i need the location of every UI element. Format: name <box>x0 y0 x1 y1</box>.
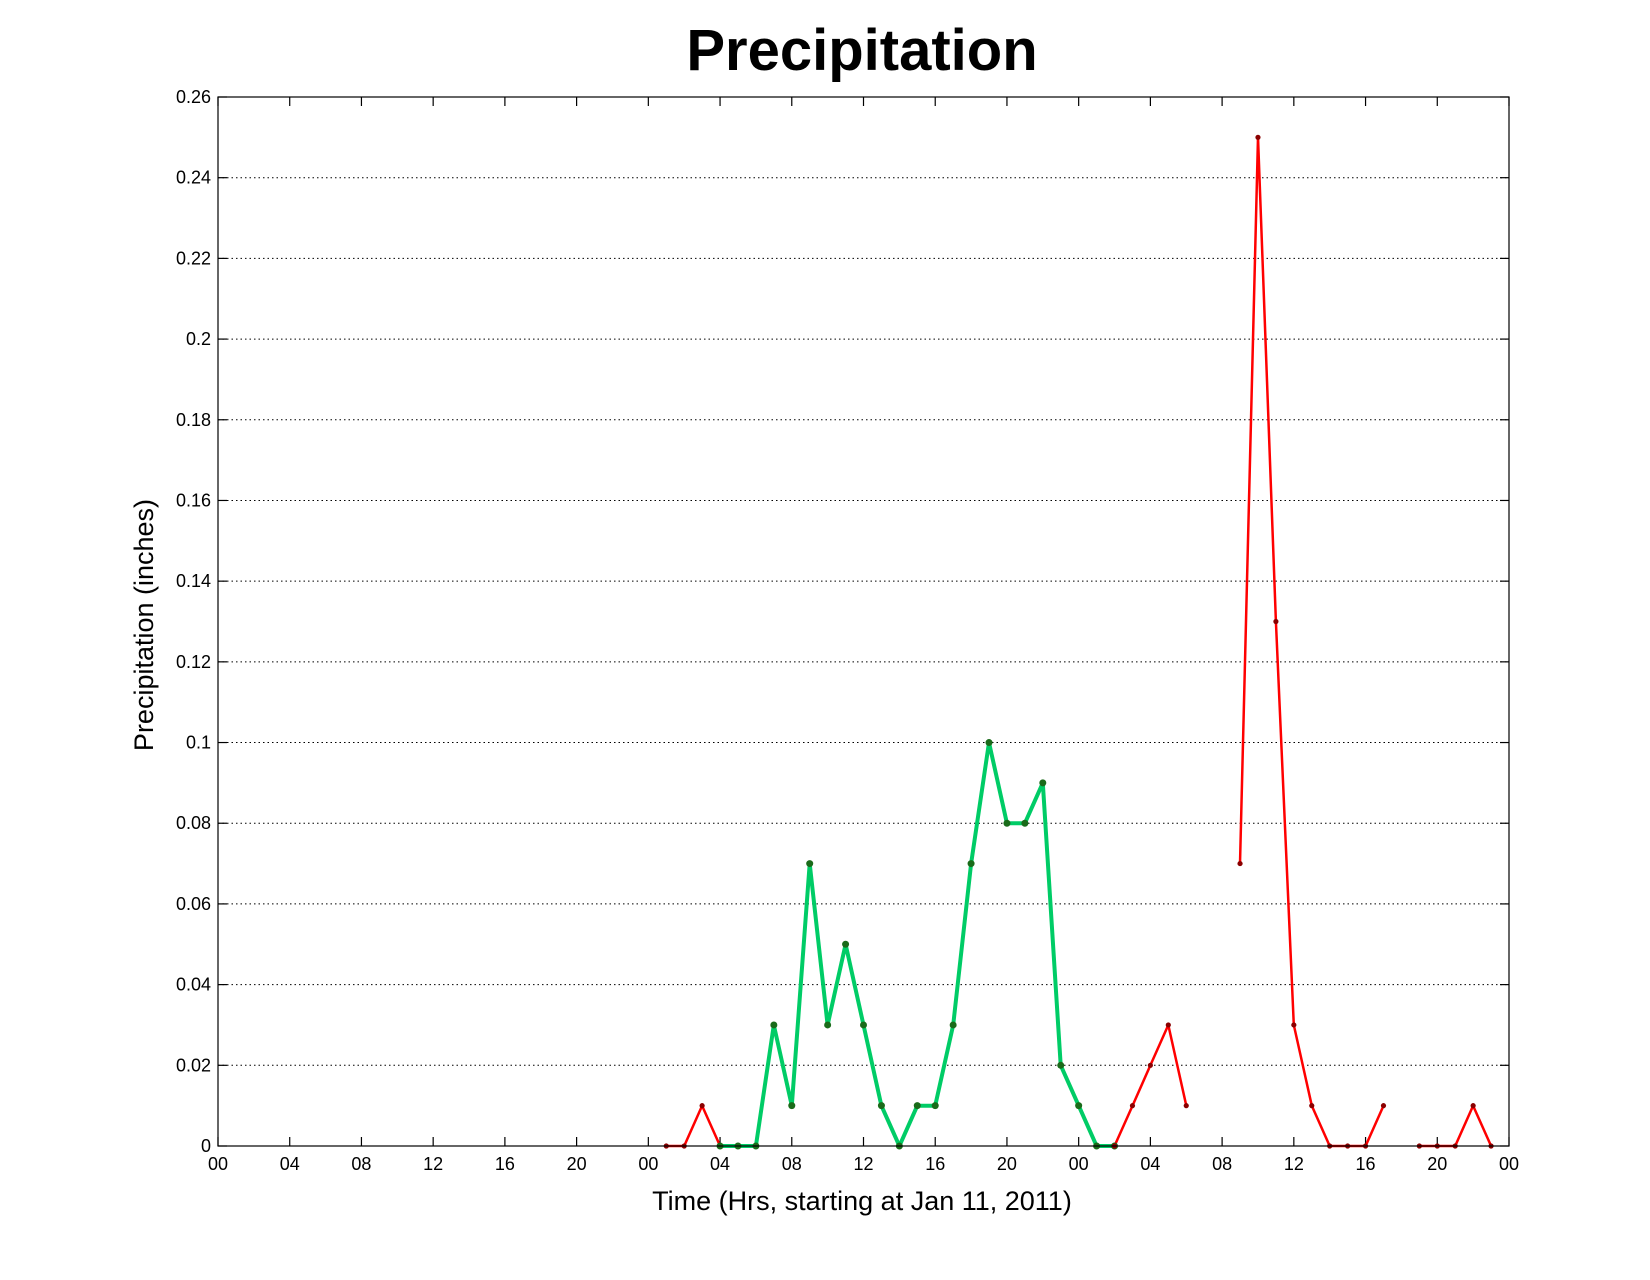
series-line-3 <box>1113 1023 1188 1147</box>
y-tick-label: 0.16 <box>176 490 211 510</box>
data-point <box>842 940 850 948</box>
y-tick-label: 0.22 <box>176 248 211 268</box>
y-tick-label: 0.24 <box>176 168 211 188</box>
x-tick-label: 04 <box>710 1154 730 1174</box>
y-tick-label: 0 <box>201 1136 211 1156</box>
data-point <box>1021 819 1029 827</box>
data-point <box>1057 1061 1065 1069</box>
x-tick-label: 00 <box>1499 1154 1519 1174</box>
data-point <box>770 1021 778 1029</box>
y-tick-label: 0.12 <box>176 652 211 672</box>
data-point <box>1309 1103 1315 1109</box>
data-point <box>788 1102 796 1110</box>
series-lines <box>666 136 1493 1148</box>
y-tick-label: 0.08 <box>176 813 211 833</box>
chart-title: Precipitation <box>686 18 1037 83</box>
x-tick-label: 00 <box>208 1154 228 1174</box>
x-tick-label: 08 <box>351 1154 371 1174</box>
data-point <box>985 739 993 747</box>
data-point <box>1129 1103 1136 1109</box>
x-tick-label: 16 <box>495 1154 515 1174</box>
data-point <box>949 1021 957 1029</box>
x-tick-label: 20 <box>1427 1154 1447 1174</box>
y-tick-label: 0.06 <box>176 894 211 914</box>
x-tick-label: 12 <box>423 1154 443 1174</box>
x-tick-label: 08 <box>1212 1154 1232 1174</box>
data-point <box>913 1102 921 1110</box>
grid-lines <box>218 177 1509 1066</box>
x-tick-label: 16 <box>925 1154 945 1174</box>
data-point <box>1273 618 1279 625</box>
x-tick-label: 04 <box>280 1154 300 1174</box>
series-line-1 <box>666 1104 722 1148</box>
x-tick-label: 20 <box>997 1154 1017 1174</box>
x-tick-label: 16 <box>1356 1154 1376 1174</box>
data-point <box>1470 1103 1476 1109</box>
data-point <box>1291 1022 1297 1028</box>
x-tick-label: 20 <box>567 1154 587 1174</box>
data-point <box>1237 860 1243 867</box>
x-tick-label: 00 <box>638 1154 658 1174</box>
data-points <box>663 134 1494 1150</box>
y-tick-label: 0.26 <box>176 87 211 107</box>
axis-ticks: 0 0.02 0.04 0.06 0.08 0.1 0.12 0.14 0.16 0.18 0.2 0… <box>176 87 1519 1174</box>
x-axis-label: Time (Hrs, starting at Jan 11, 2011) <box>652 1186 1072 1216</box>
x-tick-label: 12 <box>1284 1154 1304 1174</box>
data-point <box>1165 1022 1171 1028</box>
data-point <box>1380 1103 1387 1109</box>
data-point <box>1183 1103 1189 1109</box>
y-tick-label: 0.18 <box>176 410 211 430</box>
data-point <box>824 1021 832 1029</box>
x-tick-label: 08 <box>782 1154 802 1174</box>
y-tick-label: 0.1 <box>186 733 211 753</box>
data-point <box>860 1021 867 1029</box>
plot-frame <box>217 96 1510 1147</box>
data-point <box>967 860 975 868</box>
series-line-2 <box>720 740 1115 1148</box>
data-point <box>1255 134 1261 140</box>
data-point <box>931 1102 939 1110</box>
y-tick-label: 0.2 <box>186 329 211 349</box>
y-axis-label: Precipitation (inches) <box>129 499 159 751</box>
series-line-5 <box>1419 1104 1493 1148</box>
data-point <box>1147 1062 1153 1068</box>
y-tick-label: 0.14 <box>176 571 211 591</box>
x-tick-label: 04 <box>1140 1154 1160 1174</box>
series-line-4 <box>1238 136 1385 1148</box>
data-point <box>1039 779 1047 787</box>
data-point <box>1003 819 1011 827</box>
y-tick-label: 0.04 <box>176 975 211 995</box>
x-tick-label: 12 <box>853 1154 873 1174</box>
data-point <box>806 860 814 868</box>
data-point <box>1075 1102 1083 1110</box>
data-point <box>699 1103 705 1109</box>
data-point <box>877 1102 885 1110</box>
x-tick-label: 00 <box>1069 1154 1089 1174</box>
y-tick-label: 0.02 <box>176 1055 211 1075</box>
